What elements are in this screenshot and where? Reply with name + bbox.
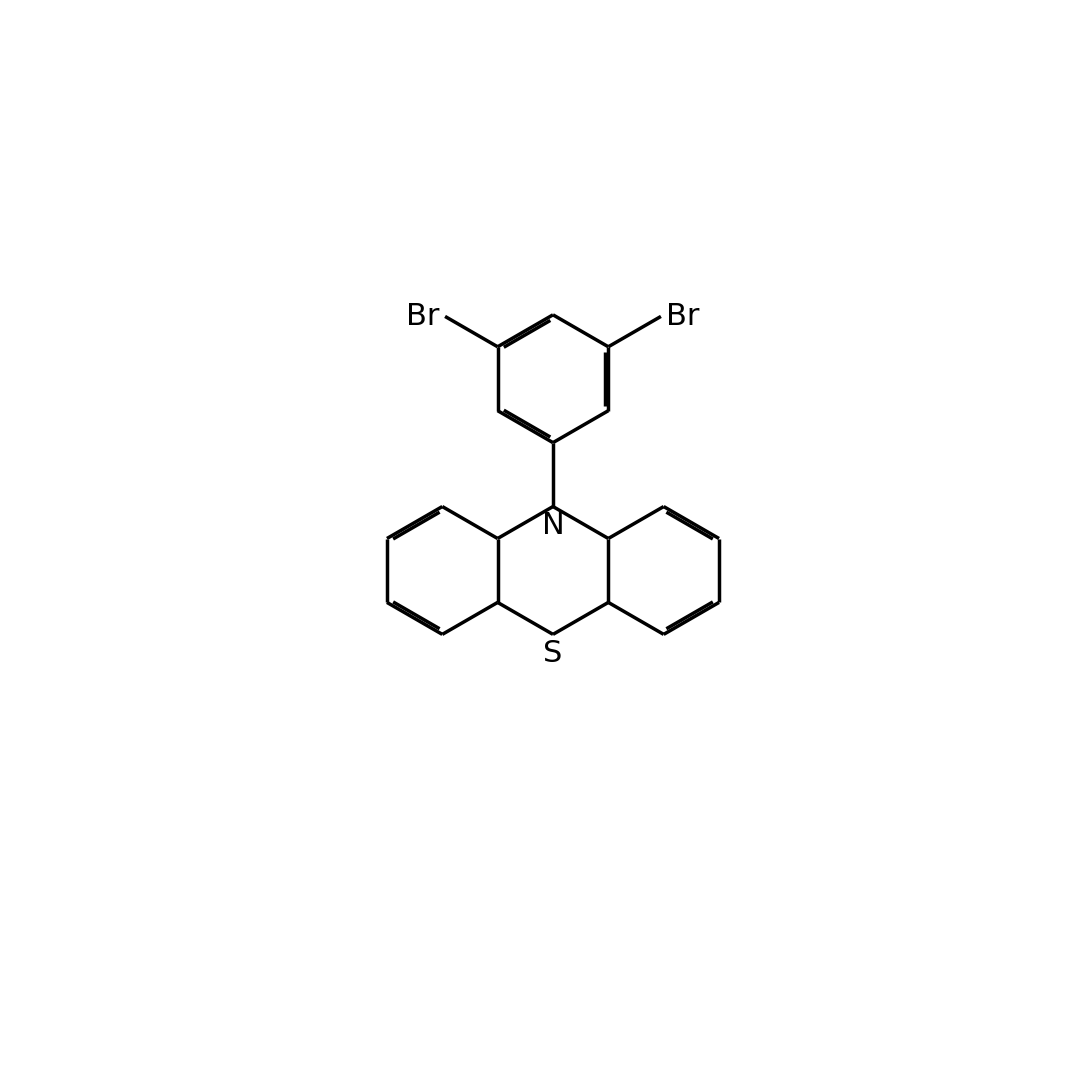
Text: Br: Br <box>666 302 699 331</box>
Text: N: N <box>542 511 564 540</box>
Text: S: S <box>544 639 562 668</box>
Text: Br: Br <box>407 302 440 331</box>
